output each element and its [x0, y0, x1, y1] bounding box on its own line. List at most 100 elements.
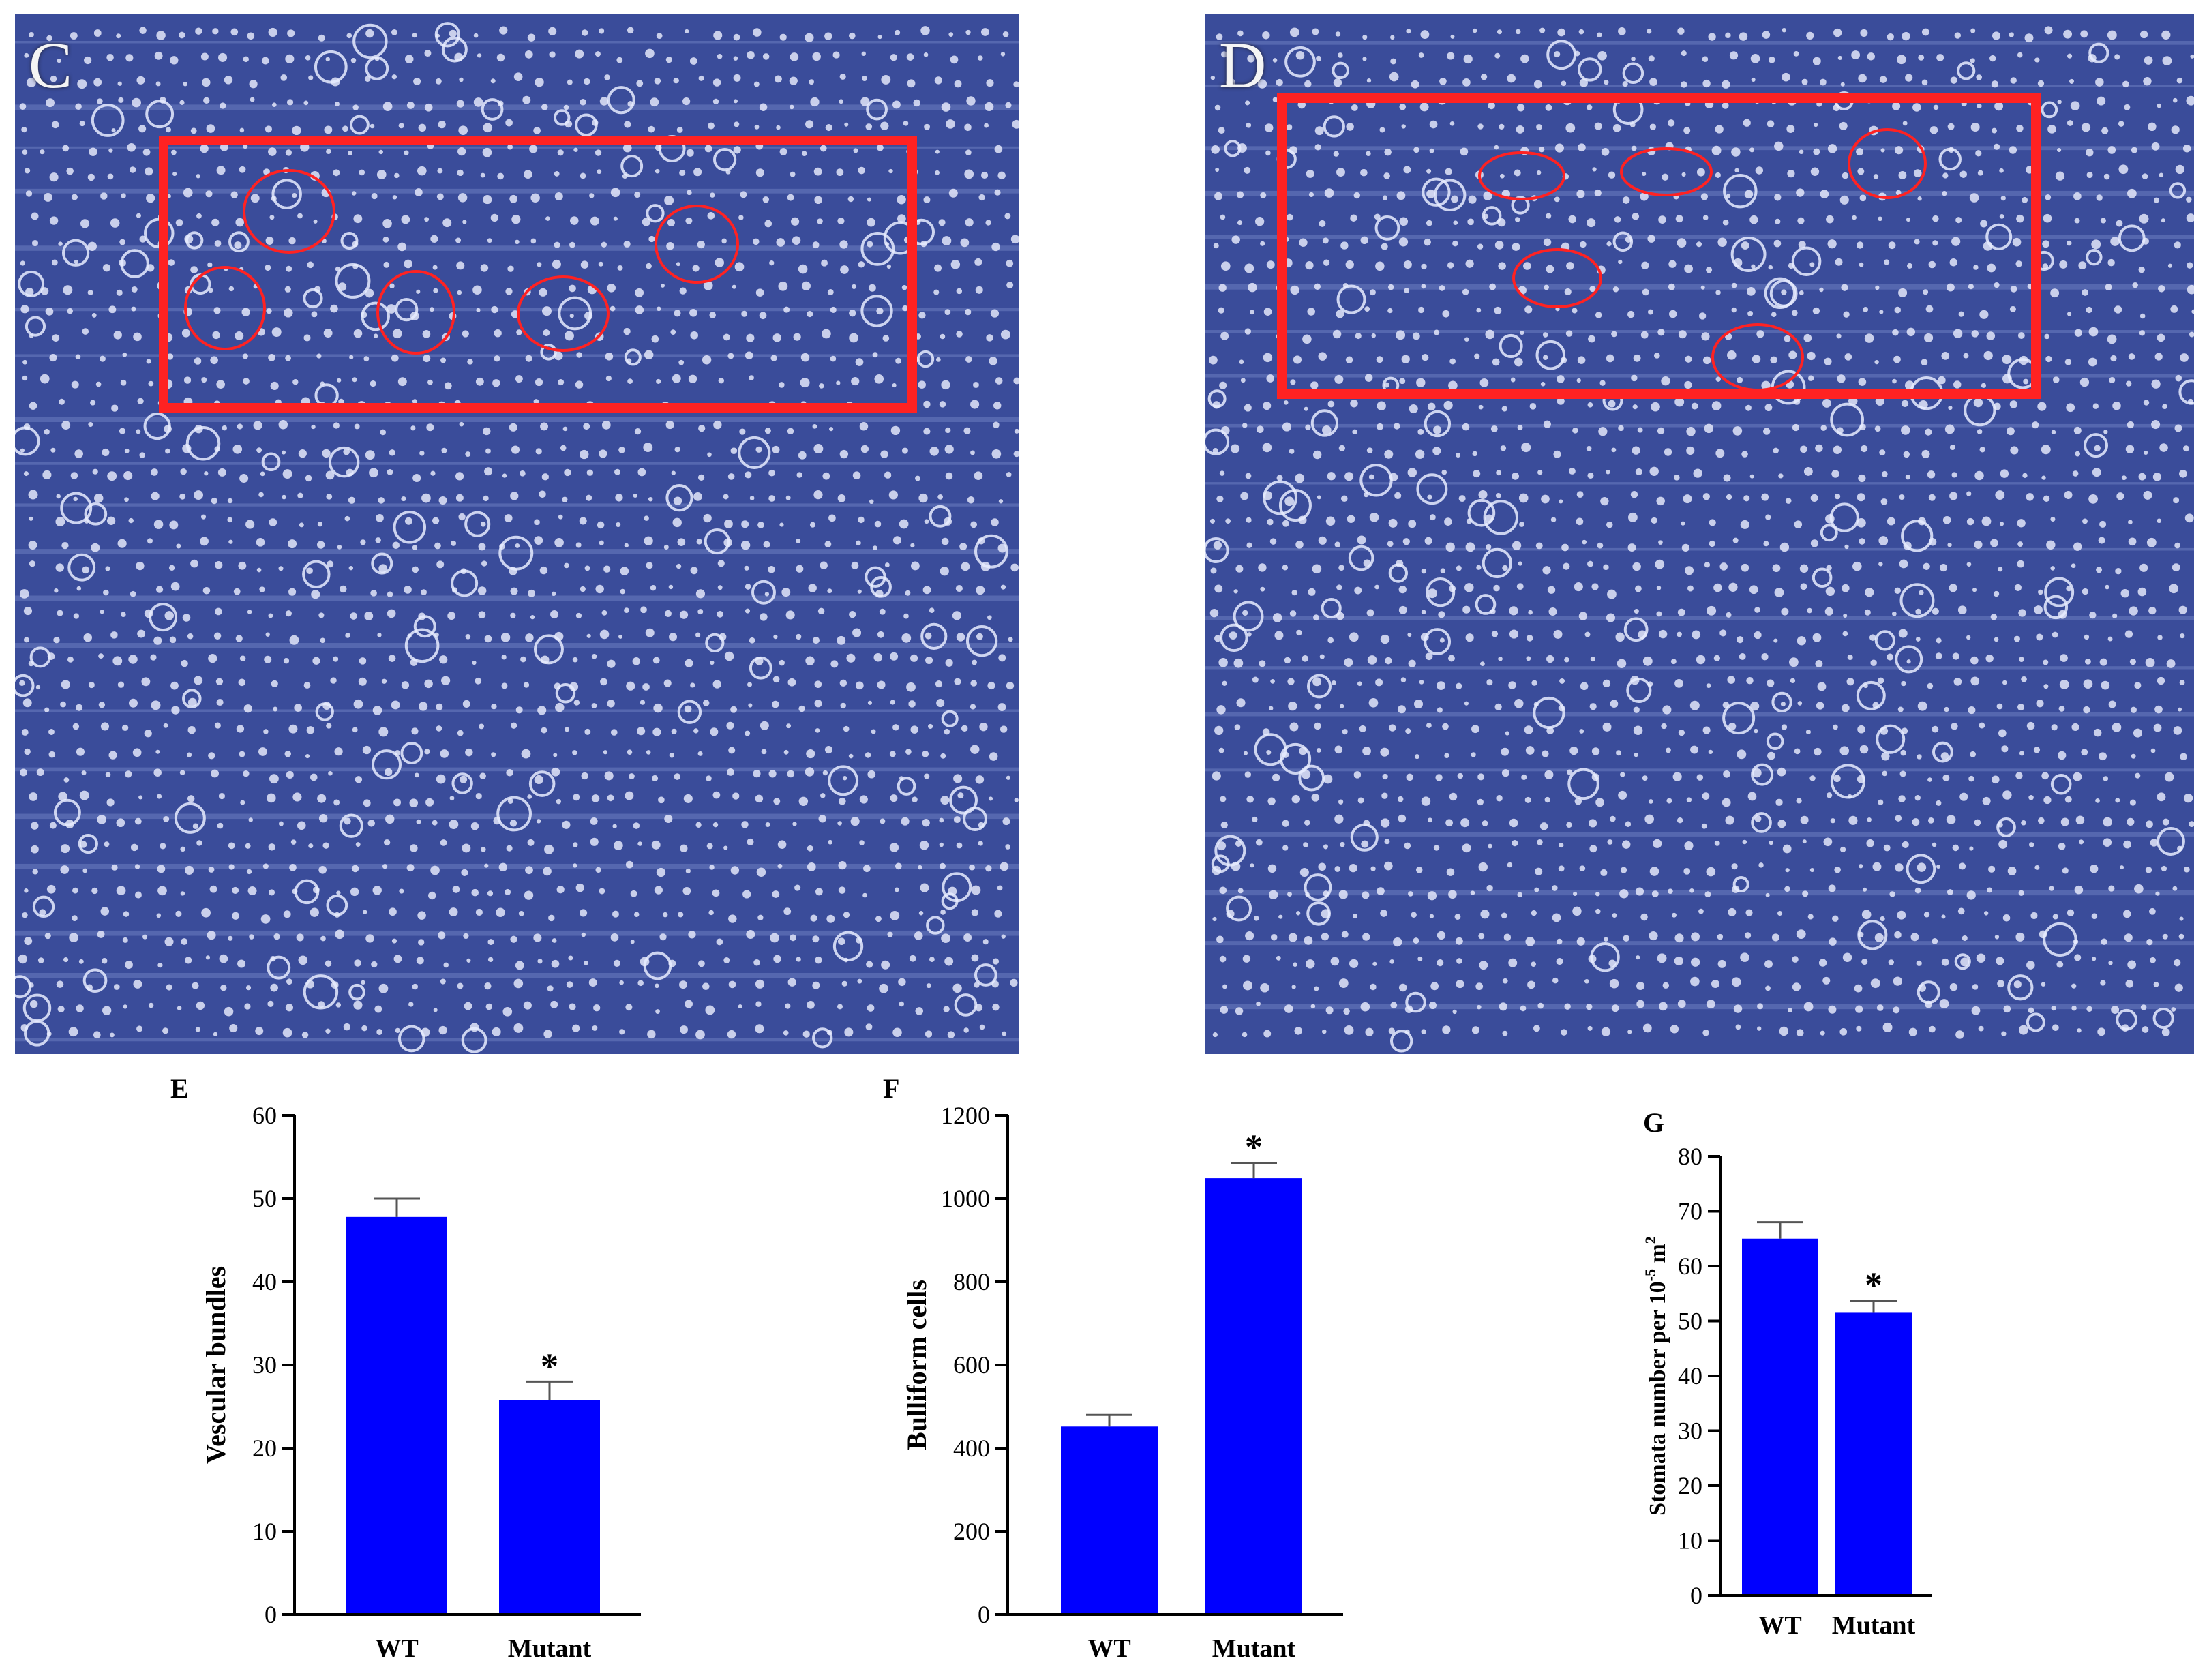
papilla-dot: [1894, 146, 1904, 155]
papilla-dot: [777, 840, 787, 849]
papilla-dot: [1999, 522, 2004, 526]
papilla-dot: [250, 97, 255, 102]
papilla-dot: [796, 472, 802, 478]
papilla-dot: [2086, 149, 2094, 157]
papilla-dot: [2001, 745, 2009, 753]
papilla-dot: [61, 421, 71, 430]
papilla-dot: [926, 983, 931, 989]
papilla-dot: [515, 375, 523, 383]
epidermal-cell-ring: [174, 802, 206, 834]
papilla-dot: [734, 121, 740, 127]
papilla-dot: [1546, 655, 1554, 663]
papilla-dot: [824, 746, 833, 754]
papilla-dot: [412, 33, 417, 38]
papilla-dot: [1632, 212, 1640, 220]
papilla-dot: [941, 933, 950, 944]
papilla-dot: [944, 957, 954, 966]
papilla-dot: [75, 354, 81, 360]
epidermal-cell-ring: [18, 270, 45, 297]
papilla-dot: [1816, 702, 1824, 710]
papilla-dot: [1559, 678, 1565, 684]
papilla-dot: [1839, 121, 1848, 130]
papilla-dot: [2055, 171, 2065, 181]
papilla-dot: [484, 863, 489, 868]
papilla-dot: [1313, 614, 1319, 621]
papilla-dot: [1640, 192, 1649, 201]
papilla-dot: [471, 888, 479, 897]
papilla-dot: [1587, 402, 1593, 408]
papilla-dot: [627, 27, 634, 34]
papilla-dot: [1267, 797, 1276, 805]
papilla-dot: [892, 724, 899, 731]
papilla-dot: [462, 700, 470, 708]
papilla-dot: [1477, 243, 1484, 250]
papilla-dot: [250, 194, 260, 203]
papilla-dot: [613, 959, 621, 967]
papilla-dot: [1642, 288, 1649, 296]
y-tick-label: 40: [252, 1268, 277, 1295]
papilla-dot: [1242, 610, 1248, 616]
papilla-dot: [785, 495, 791, 500]
papilla-dot: [605, 352, 614, 361]
papilla-dot: [1970, 751, 1977, 758]
papilla-dot: [1299, 867, 1309, 877]
papilla-dot: [1245, 100, 1250, 106]
papilla-dot: [1953, 678, 1962, 686]
papilla-dot: [466, 958, 471, 963]
papilla-dot: [457, 730, 464, 736]
papilla-dot: [1276, 955, 1281, 961]
papilla-dot: [2097, 1028, 2106, 1036]
papilla-dot: [164, 448, 170, 454]
papilla-dot: [2083, 679, 2093, 689]
micrograph-d-image: [1205, 14, 2194, 1054]
epidermal-cell-ring: [15, 975, 32, 999]
papilla-dot: [569, 216, 579, 225]
papilla-dot: [851, 284, 857, 289]
papilla-dot: [1662, 982, 1670, 989]
papilla-dot: [964, 308, 972, 316]
papilla-dot: [573, 794, 580, 801]
papilla-dot: [1921, 359, 1928, 365]
papilla-dot: [1599, 380, 1606, 386]
papilla-dot: [820, 561, 828, 570]
papilla-dot: [1494, 703, 1502, 710]
papilla-dot: [623, 240, 631, 248]
papilla-dot: [260, 914, 271, 924]
papilla-dot: [2017, 560, 2025, 568]
papilla-dot: [798, 451, 807, 460]
papilla-dot: [1427, 891, 1437, 901]
papilla-dot: [1594, 189, 1602, 197]
papilla-dot: [920, 26, 930, 35]
epidermal-cell-ring: [1389, 1030, 1413, 1053]
papilla-dot: [580, 909, 588, 917]
papilla-dot: [1894, 306, 1902, 314]
epidermal-cell-ring: [1233, 601, 1264, 632]
papilla-dot: [1631, 374, 1638, 382]
papilla-dot: [1647, 29, 1652, 34]
papilla-dot: [1526, 656, 1531, 661]
papilla-dot: [1728, 907, 1737, 916]
papilla-dot: [1244, 328, 1251, 335]
papilla-dot: [523, 1001, 532, 1010]
papilla-dot: [2081, 123, 2091, 132]
papilla-dot: [2092, 403, 2099, 409]
papilla-dot: [2109, 377, 2116, 384]
papilla-dot: [391, 938, 397, 944]
papilla-dot: [1584, 631, 1591, 638]
papilla-dot: [1399, 103, 1407, 110]
papilla-dot: [688, 374, 697, 383]
papilla-dot: [502, 473, 507, 478]
papilla-dot: [2037, 402, 2047, 411]
papilla-dot: [1523, 262, 1531, 270]
papilla-dot: [789, 76, 798, 85]
papilla-dot: [1966, 491, 1972, 496]
papilla-dot: [1432, 447, 1441, 455]
papilla-dot: [23, 607, 33, 616]
papilla-dot: [1291, 985, 1296, 989]
papilla-dot: [416, 289, 421, 294]
papilla-dot: [690, 682, 695, 688]
papilla-dot: [994, 145, 1003, 153]
papilla-dot: [1731, 147, 1741, 157]
papilla-dot: [913, 99, 920, 107]
papilla-dot: [616, 522, 621, 528]
